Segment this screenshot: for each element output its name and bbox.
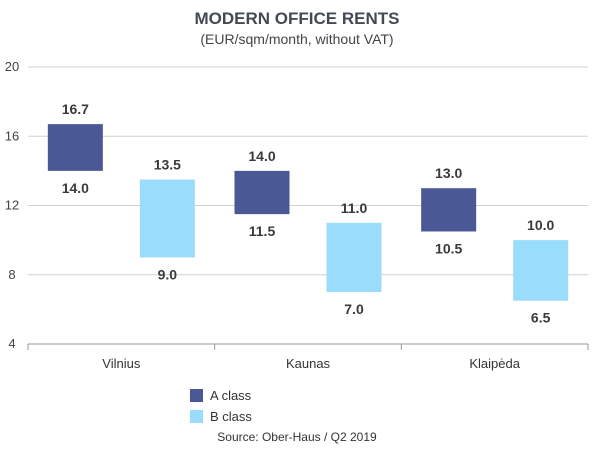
chart-title: MODERN OFFICE RENTS	[195, 9, 400, 28]
data-label-low: 9.0	[158, 266, 178, 282]
data-label-low: 10.5	[435, 240, 462, 256]
gridlines	[28, 66, 588, 276]
bars: 16.7 14.0 14.0 11.5 13.0 10.5 13.5 9.0 11.0 7.0 10…	[47, 101, 569, 326]
bar-b-class	[513, 240, 569, 301]
legend-swatch	[190, 410, 203, 423]
category-label: Klaipėda	[469, 356, 520, 371]
category-label: Kaunas	[286, 356, 331, 371]
data-label-high: 13.5	[154, 157, 181, 173]
source-note: Source: Ober-Haus / Q2 2019	[217, 430, 377, 444]
data-label-low: 6.5	[531, 310, 551, 326]
data-label-high: 10.0	[527, 217, 554, 233]
y-tick-label: 16	[5, 128, 19, 143]
y-tick-label: 12	[5, 198, 19, 213]
data-label-low: 11.5	[249, 223, 276, 239]
legend-label: A class	[210, 388, 252, 403]
y-tick-label: 8	[8, 267, 15, 282]
bar-b-class	[326, 222, 382, 293]
data-label-high: 11.0	[341, 200, 368, 216]
bar-a-class	[47, 124, 103, 171]
x-axis: Vilnius Kaunas Klaipėda	[27, 343, 589, 371]
bar-a-class	[234, 170, 290, 215]
chart-subtitle: (EUR/sqm/month, without VAT)	[200, 31, 393, 47]
bar-a-class	[421, 188, 477, 232]
category-label: Vilnius	[102, 356, 141, 371]
y-tick-label: 4	[8, 336, 15, 351]
y-axis: 4 8 12 16 20	[5, 59, 19, 351]
data-label-low: 14.0	[62, 180, 89, 196]
legend-label: B class	[210, 409, 252, 424]
bar-b-class	[139, 179, 195, 258]
data-label-high: 14.0	[248, 148, 275, 164]
data-label-high: 16.7	[62, 101, 89, 117]
data-label-low: 7.0	[344, 301, 364, 317]
data-label-high: 13.0	[435, 165, 462, 181]
legend: A class B class	[190, 388, 252, 424]
legend-swatch	[190, 389, 203, 402]
y-tick-label: 20	[5, 59, 19, 74]
